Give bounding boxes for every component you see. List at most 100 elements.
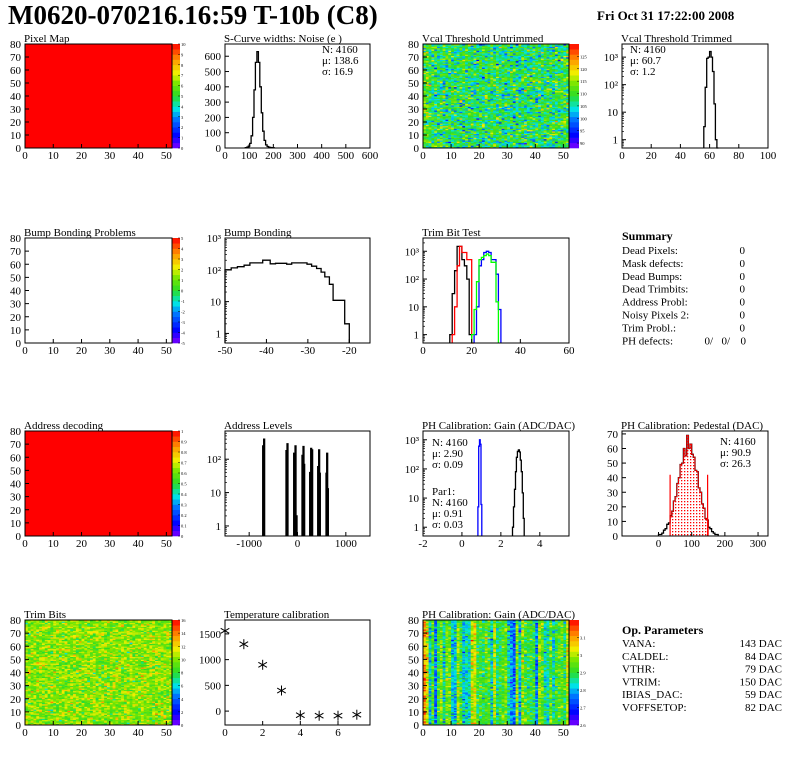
heatmap-cell	[476, 47, 480, 50]
heatmap-cell	[479, 115, 483, 118]
heatmap-cell	[479, 114, 483, 116]
heatmap-cell	[487, 141, 491, 144]
heatmap-cell	[484, 96, 488, 98]
heatmap-cell	[425, 73, 429, 76]
heatmap-cell	[431, 50, 435, 53]
heatmap-cell	[496, 77, 500, 80]
heatmap-cell	[479, 47, 483, 50]
palette-band	[569, 137, 579, 144]
heatmap-cell	[448, 120, 452, 123]
x-tick-label: 50	[161, 150, 173, 162]
heatmap-cell	[498, 140, 502, 142]
heatmap-cell	[453, 112, 457, 115]
heatmap-cell	[481, 92, 486, 94]
heatmap-cell	[456, 132, 460, 134]
heatmap-cell	[484, 81, 488, 84]
heatmap-cell	[479, 70, 483, 72]
heatmap-cell	[462, 46, 466, 49]
heatmap-cell	[496, 96, 500, 98]
heatmap-cell	[481, 107, 486, 110]
heatmap-cell	[484, 54, 488, 56]
heatmap-cell	[479, 106, 483, 108]
histogram-series-0	[224, 259, 350, 343]
heatmap-cell	[451, 141, 455, 144]
heatmap-cell	[479, 64, 483, 67]
heatmap-cell	[498, 141, 502, 144]
heatmap-cell	[428, 103, 432, 106]
heatmap-cell	[490, 137, 494, 140]
heatmap-cell	[467, 86, 472, 89]
heatmap-cell	[507, 47, 511, 50]
heatmap-cell	[473, 136, 477, 138]
palette-tick-label: 0	[181, 146, 184, 151]
heatmap-cell	[442, 84, 446, 86]
heatmap-cell	[470, 88, 474, 90]
palette-band	[172, 64, 180, 71]
x-tick-label: 10	[48, 538, 60, 550]
heatmap-cell	[510, 120, 514, 123]
heatmap-cell	[467, 94, 472, 97]
heatmap-cell	[453, 79, 457, 81]
heatmap-cell	[453, 102, 457, 105]
heatmap-cell	[481, 75, 486, 77]
heatmap-cell	[423, 97, 427, 99]
heatmap-cell	[465, 129, 469, 132]
heatmap-cell	[453, 76, 457, 79]
heatmap-cell	[431, 107, 435, 110]
heatmap-cell	[484, 136, 488, 138]
heatmap-cell	[493, 84, 497, 86]
heatmap-cell	[428, 110, 432, 112]
heatmap-cell	[448, 46, 452, 49]
y-tick-label: 50	[10, 78, 22, 90]
heatmap-cell	[448, 71, 452, 73]
palette-band	[172, 132, 180, 138]
palette-tick-label: 0.5	[181, 482, 187, 487]
heatmap-cell	[470, 105, 474, 107]
heatmap-cell	[476, 92, 480, 94]
heatmap-cell	[437, 64, 441, 67]
heatmap-cell	[481, 86, 486, 89]
heatmap-cell	[431, 71, 435, 73]
heatmap-cell	[473, 94, 477, 97]
heatmap-cell	[501, 54, 505, 56]
heatmap-cell	[507, 90, 511, 93]
palette-band	[172, 295, 180, 302]
heatmap-cell	[451, 67, 455, 69]
x-tick-label: 50	[161, 538, 173, 550]
heatmap-cell	[459, 96, 463, 98]
heatmap-cell	[493, 90, 497, 93]
heatmap-cell	[473, 81, 477, 84]
heatmap-cell	[439, 72, 443, 75]
heatmap-cell	[481, 83, 486, 85]
heatmap-cell	[490, 45, 494, 47]
palette-band	[569, 96, 579, 102]
heatmap-cell	[431, 122, 435, 124]
chart-title: PH Calibration: Pedestal (DAC)	[621, 420, 763, 432]
y-tick-label: 10	[607, 107, 619, 119]
heatmap-cell	[476, 81, 480, 84]
heatmap-cell	[442, 101, 446, 103]
heatmap-cell	[496, 123, 500, 125]
heatmap-cell	[439, 115, 443, 118]
heatmap-cell	[479, 45, 483, 47]
heatmap-cell	[434, 128, 438, 131]
heatmap-cell	[476, 103, 480, 106]
heatmap-cell	[428, 84, 432, 86]
heatmap-cell	[479, 71, 483, 73]
heatmap-cell	[456, 50, 460, 53]
heatmap-cell	[431, 80, 435, 82]
heatmap-cell	[428, 116, 432, 119]
heatmap-cell	[498, 145, 502, 147]
heatmap-cell	[445, 136, 449, 138]
heatmap-cell	[439, 88, 443, 90]
palette-band	[569, 49, 579, 55]
heatmap-cell	[479, 105, 483, 107]
heatmap-cell	[442, 110, 446, 112]
heatmap-cell	[490, 138, 494, 141]
heatmap-cell	[490, 46, 494, 49]
heatmap-cell	[487, 115, 491, 118]
heatmap-cell	[507, 58, 511, 60]
heatmap-cell	[473, 116, 477, 119]
heatmap-cell	[442, 138, 446, 141]
heatmap-cell	[493, 140, 497, 142]
